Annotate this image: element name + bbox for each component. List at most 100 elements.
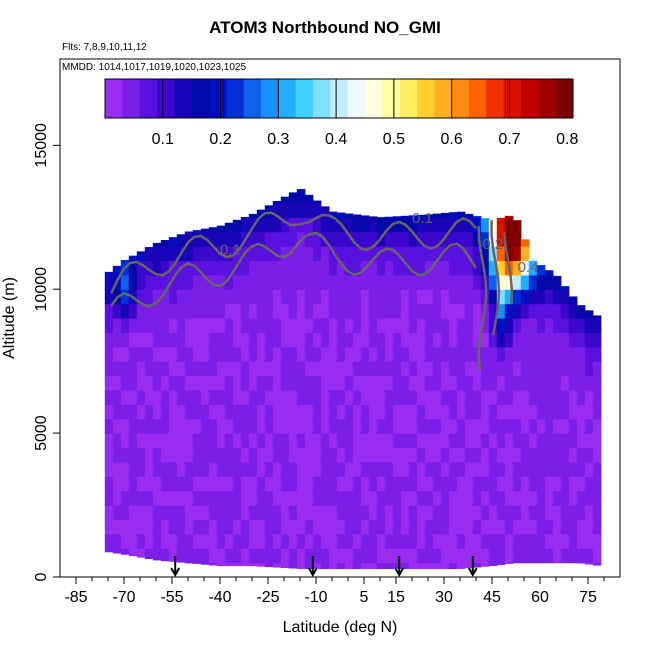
heatmap-cell [200, 318, 210, 333]
heatmap-cell [344, 505, 354, 521]
heatmap-cell [424, 246, 434, 262]
heatmap-cell [352, 476, 362, 492]
heatmap-cell [288, 202, 298, 218]
heatmap-cell [528, 318, 538, 333]
heatmap-cell [560, 433, 570, 449]
heatmap-cell [384, 389, 394, 405]
heatmap-cell [536, 375, 546, 391]
heatmap-cell [344, 303, 354, 319]
heatmap-cell [496, 505, 506, 521]
heatmap-cell [536, 476, 546, 492]
heatmap-cell [344, 375, 354, 391]
heatmap-cell [152, 246, 162, 262]
heatmap-cell [576, 305, 586, 319]
heatmap-cell [120, 361, 130, 377]
heatmap-cell [480, 260, 490, 276]
heatmap-cell [472, 476, 482, 492]
heatmap-cell [224, 303, 234, 319]
heatmap-cell [392, 332, 402, 348]
heatmap-cell [176, 490, 186, 506]
heatmap-cell [384, 375, 394, 391]
heatmap-cell [440, 346, 450, 362]
heatmap-cell [272, 346, 282, 362]
heatmap-cell [424, 389, 434, 405]
heatmap-cell [264, 332, 274, 348]
heatmap-cell [200, 332, 210, 348]
heatmap-cell [272, 404, 282, 420]
heatmap-cell [176, 303, 186, 319]
heatmap-cell [280, 418, 290, 434]
heatmap-cell [432, 548, 442, 564]
heatmap-cell [528, 289, 538, 305]
heatmap-cell [176, 461, 186, 477]
heatmap-cell [512, 246, 522, 262]
heatmap-cell [192, 562, 202, 564]
heatmap-cell [200, 361, 210, 377]
heatmap-cell [392, 476, 402, 492]
heatmap-cell [232, 303, 242, 319]
heatmap-cell [568, 361, 578, 377]
heatmap-cell [432, 260, 442, 276]
heatmap-cell [448, 490, 458, 506]
heatmap-cell [320, 303, 330, 319]
heatmap-cell [176, 548, 186, 563]
heatmap-cell [328, 519, 338, 535]
heatmap-cell [280, 231, 290, 247]
heatmap-cell [424, 289, 434, 305]
heatmap-cell [224, 562, 234, 567]
heatmap-cell [560, 461, 570, 477]
heatmap-cell [336, 476, 346, 492]
heatmap-cell [416, 303, 426, 319]
heatmap-cell [368, 533, 378, 549]
heatmap-cell [160, 433, 170, 449]
heatmap-cell [480, 505, 490, 521]
heatmap-cell [368, 505, 378, 521]
heatmap-cell [112, 303, 122, 319]
heatmap-cell [392, 490, 402, 506]
heatmap-cell [192, 346, 202, 362]
heatmap-cell [104, 346, 114, 362]
heatmap-cell [496, 346, 506, 362]
heatmap-cell [160, 389, 170, 405]
heatmap-cell [232, 274, 242, 290]
heatmap-cell [176, 234, 186, 247]
heatmap-cell [304, 332, 314, 348]
heatmap-cell [528, 404, 538, 420]
x-tick-label: 5 [360, 589, 369, 606]
heatmap-cell [472, 418, 482, 434]
heatmap-cell [560, 303, 570, 319]
heatmap-cell [192, 533, 202, 549]
heatmap-cell [568, 519, 578, 535]
heatmap-cell [360, 332, 370, 348]
heatmap-cell [424, 519, 434, 535]
heatmap-cell [184, 346, 194, 362]
heatmap-cell [104, 389, 114, 405]
heatmap-cell [288, 289, 298, 305]
heatmap-cell [592, 519, 602, 535]
heatmap-cell [256, 260, 266, 276]
heatmap-cell [512, 404, 522, 420]
heatmap-cell [384, 461, 394, 477]
heatmap-cell [376, 260, 386, 276]
heatmap-cell [568, 505, 578, 521]
heatmap-cell [376, 548, 386, 564]
x-tick-label: 75 [579, 589, 597, 606]
heatmap-cell [240, 389, 250, 405]
colorbar-swatch [347, 79, 366, 118]
heatmap-cell [232, 447, 242, 463]
heatmap-cell [216, 389, 226, 405]
heatmap-cell [448, 375, 458, 391]
heatmap-cell [200, 228, 210, 233]
heatmap-cell [232, 476, 242, 492]
heatmap-cell [240, 332, 250, 348]
heatmap-cell [416, 461, 426, 477]
heatmap-cell [496, 562, 506, 565]
heatmap-cell [112, 490, 122, 506]
colorbar-tick-label: 0.1 [152, 131, 174, 148]
heatmap-cell [464, 433, 474, 449]
heatmap-cell [552, 346, 562, 362]
heatmap-cell [456, 375, 466, 391]
heatmap-cell [328, 346, 338, 362]
heatmap-cell [544, 433, 554, 449]
heatmap-cell [424, 217, 434, 233]
